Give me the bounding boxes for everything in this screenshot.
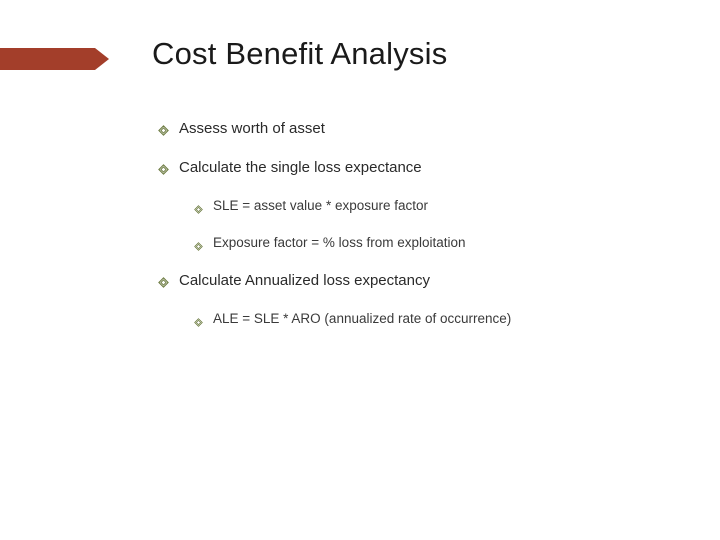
bullet-text: Calculate the single loss expectance bbox=[179, 159, 422, 176]
list-item: Calculate Annualized loss expectancy bbox=[158, 272, 678, 293]
page-title: Cost Benefit Analysis bbox=[152, 36, 447, 72]
diamond-bullet-icon bbox=[194, 201, 203, 219]
list-item: Exposure factor = % loss from exploitati… bbox=[194, 235, 678, 256]
bullet-text: Exposure factor = % loss from exploitati… bbox=[213, 235, 466, 250]
accent-bar bbox=[0, 48, 95, 70]
bullet-text: SLE = asset value * exposure factor bbox=[213, 198, 428, 213]
diamond-bullet-icon bbox=[158, 162, 169, 180]
diamond-bullet-icon bbox=[158, 275, 169, 293]
list-item: Assess worth of asset bbox=[158, 120, 678, 141]
bullet-text: Calculate Annualized loss expectancy bbox=[179, 272, 430, 289]
bullet-list: Assess worth of asset Calculate the sing… bbox=[158, 120, 678, 348]
diamond-bullet-icon bbox=[194, 238, 203, 256]
diamond-bullet-icon bbox=[194, 314, 203, 332]
bullet-text: ALE = SLE * ARO (annualized rate of occu… bbox=[213, 311, 511, 326]
accent-chevron-icon bbox=[95, 48, 109, 70]
list-item: SLE = asset value * exposure factor bbox=[194, 198, 678, 219]
list-item: Calculate the single loss expectance bbox=[158, 159, 678, 180]
list-item: ALE = SLE * ARO (annualized rate of occu… bbox=[194, 311, 678, 332]
diamond-bullet-icon bbox=[158, 123, 169, 141]
bullet-text: Assess worth of asset bbox=[179, 120, 325, 137]
